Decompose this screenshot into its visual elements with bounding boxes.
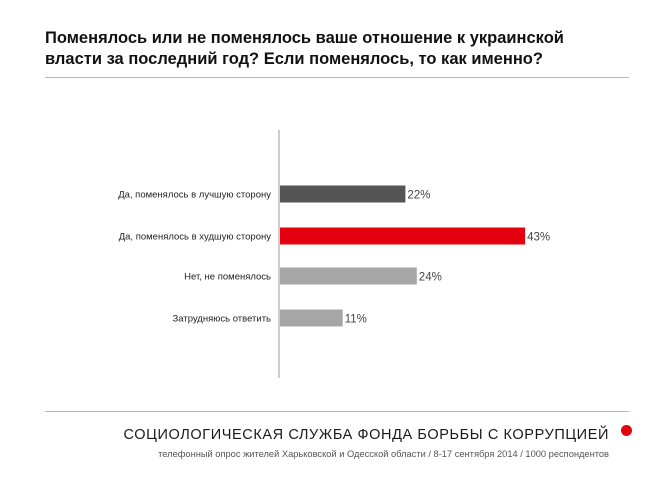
bottom-divider [45,411,629,412]
top-divider [45,77,629,78]
bar-3 [280,267,417,285]
footer-organization: СОЦИОЛОГИЧЕСКАЯ СЛУЖБА ФОНДА БОРЬБЫ С КО… [123,427,609,443]
bars-group: Да, поменялось в лучшую сторону 22% Да, по… [118,185,550,327]
category-label-4: Затрудняюсь ответить [173,314,272,325]
value-label-3: 24% [419,272,442,284]
value-label-4: 11% [345,314,367,326]
bar-1 [280,185,406,203]
brand-dot-icon [621,425,632,436]
bar-chart: Да, поменялось в лучшую сторону 22% Да, по… [118,130,550,378]
category-label-1: Да, поменялось в лучшую сторону [118,190,271,201]
value-label-1: 22% [407,190,430,202]
footer-survey-note: телефонный опрос жителей Харьковской и О… [158,449,609,459]
category-label-3: Нет, не поменялось [184,272,271,283]
bar-4 [280,309,343,327]
bar-2 [280,227,526,245]
category-label-2: Да, поменялось в худшую сторону [119,232,272,243]
value-label-2: 43% [527,232,550,244]
chart-title: Поменялось или не поменялось ваше отноше… [45,29,564,68]
